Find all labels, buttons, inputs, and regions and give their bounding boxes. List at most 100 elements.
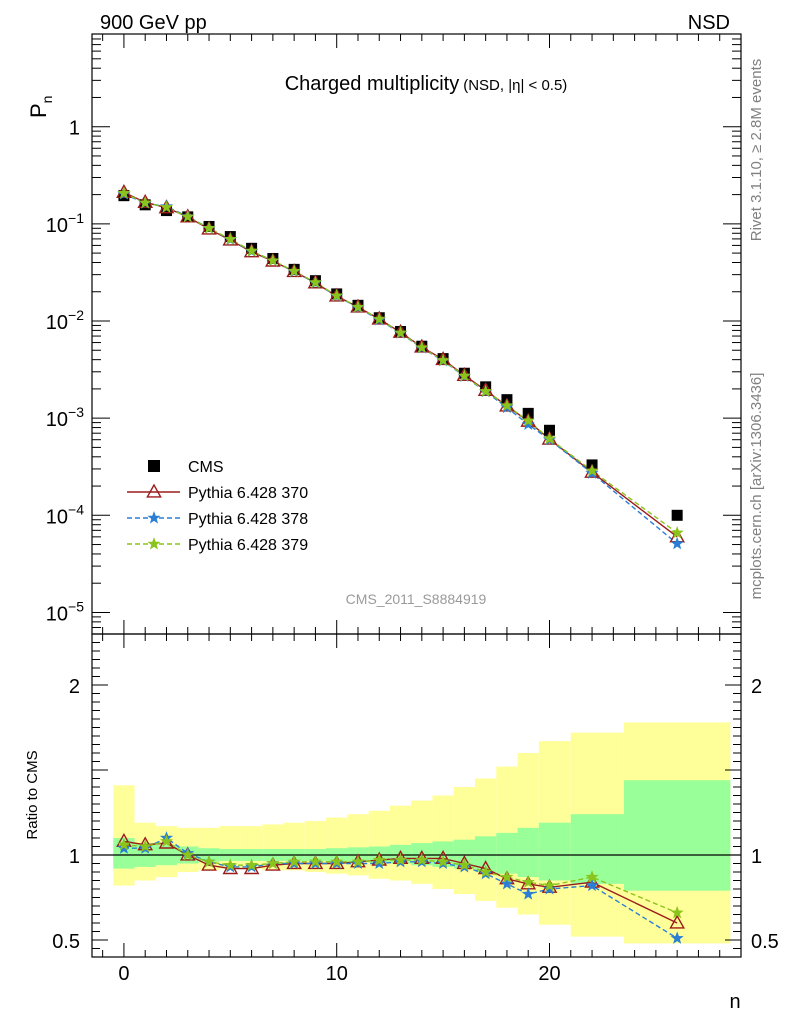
total-band-bin [389, 805, 412, 881]
x-tick-label: 20 [538, 963, 560, 985]
legend-marker [146, 483, 162, 498]
ratio-point [245, 858, 259, 871]
series-point [670, 536, 684, 550]
y-tick-exp: −3 [68, 404, 84, 420]
stat-band-bin [623, 780, 731, 891]
ratio-point [372, 853, 386, 866]
series-point [479, 384, 493, 397]
y-tick-base: 10 [46, 312, 68, 334]
series-point [308, 275, 322, 288]
ratio-point [266, 856, 280, 870]
series-point [372, 312, 386, 325]
stat-band-bin [475, 836, 497, 872]
y-tick-base: 10 [46, 506, 68, 528]
legend-label: Pythia 6.428 378 [188, 511, 308, 528]
ratio-tick-label-right: 2 [751, 676, 762, 698]
x-axis-label: n [729, 991, 740, 1013]
ratio-point [330, 854, 344, 868]
ratio-tick-label-left: 1 [69, 846, 80, 868]
series-point [415, 340, 429, 354]
ratio-y-axis-label: Ratio to CMS [24, 750, 41, 839]
ratio-point [585, 870, 599, 883]
stat-band-bin [570, 814, 624, 884]
ratio-point [138, 839, 152, 853]
ratio-point [500, 870, 514, 883]
legend-marker [147, 537, 161, 550]
ratio-point [243, 860, 260, 875]
data-point [160, 205, 172, 217]
series-point [521, 413, 535, 427]
stat-band-bin [517, 827, 539, 878]
y-tick-base: 10 [46, 215, 68, 237]
ratio-point [669, 914, 686, 929]
main-plot-area [116, 183, 686, 550]
y-tick-label: 1 [69, 118, 80, 140]
ratio-point [223, 858, 237, 871]
y-axis-label-sub: n [39, 96, 55, 104]
y-tick-exp: −2 [68, 307, 84, 323]
y-tick-exp: −5 [68, 598, 84, 614]
y-tick-base: 10 [46, 409, 68, 431]
stat-band-bin [496, 832, 518, 874]
x-tick-label: 10 [326, 963, 348, 985]
ratio-tick-label-right: 1 [751, 846, 762, 868]
series-point [138, 195, 152, 209]
ratio-point [521, 887, 535, 900]
series-point [245, 244, 259, 257]
y-tick-label: 10−4 [46, 501, 84, 528]
ratio-point [201, 856, 217, 871]
total-band-bin [368, 810, 390, 879]
ratio-point [202, 854, 216, 868]
side-text-bottom: mcplots.cern.ch [arXiv:1306.3436] [748, 373, 765, 600]
ratio-point [351, 854, 365, 868]
legend-marker [147, 511, 161, 524]
stat-band-bin [453, 839, 476, 869]
series-point [542, 431, 557, 445]
series-point [670, 525, 684, 539]
ratio-point [500, 877, 514, 890]
series-point [117, 186, 131, 199]
ratio-tick-label-right: 0.5 [751, 931, 779, 953]
y-axis-label: Pn [26, 96, 55, 118]
ratio-point [222, 860, 239, 875]
chart-title-note: (NSD, |η| < 0.5) [463, 77, 567, 94]
ratio-point [436, 854, 450, 868]
header-left: 900 GeV pp [100, 12, 207, 34]
legend: CMS Pythia 6.428 370 Pythia 6.428 378 Pythi… [127, 459, 308, 554]
series-point [202, 221, 216, 234]
ratio-point [415, 853, 429, 866]
ratio-tick-label-left: 2 [69, 676, 80, 698]
ratio-point [308, 854, 322, 868]
y-axis-label-main: P [26, 103, 51, 118]
series-point [585, 463, 599, 477]
ratio-point [117, 837, 131, 851]
y-tick-base: 10 [46, 603, 68, 625]
series-point [159, 200, 174, 213]
x-tick-label: 0 [118, 963, 129, 985]
stat-band-bin [538, 822, 571, 881]
data-point [543, 424, 555, 436]
series-point [351, 300, 365, 313]
ratio-point [670, 905, 684, 919]
ratio-point [265, 856, 281, 871]
ratio-point [585, 878, 599, 892]
legend-label: CMS [188, 459, 224, 476]
legend-label: Pythia 6.428 379 [188, 537, 308, 554]
series-point [394, 325, 408, 339]
y-tick-label: 10−1 [46, 210, 84, 237]
ratio-point [457, 858, 471, 871]
ratio-plot-area [92, 831, 741, 944]
series-point [500, 398, 514, 412]
ratio-point [479, 865, 493, 878]
series-point [223, 232, 237, 245]
y-tick-label: 10−3 [46, 404, 84, 431]
legend-marker-cms [148, 460, 160, 472]
ratio-point [181, 848, 195, 861]
ratio-point [521, 875, 535, 888]
chart-title-main: Charged multiplicity [285, 73, 460, 95]
series-point [181, 210, 195, 223]
ratio-point [542, 878, 557, 892]
series-point [330, 288, 344, 302]
